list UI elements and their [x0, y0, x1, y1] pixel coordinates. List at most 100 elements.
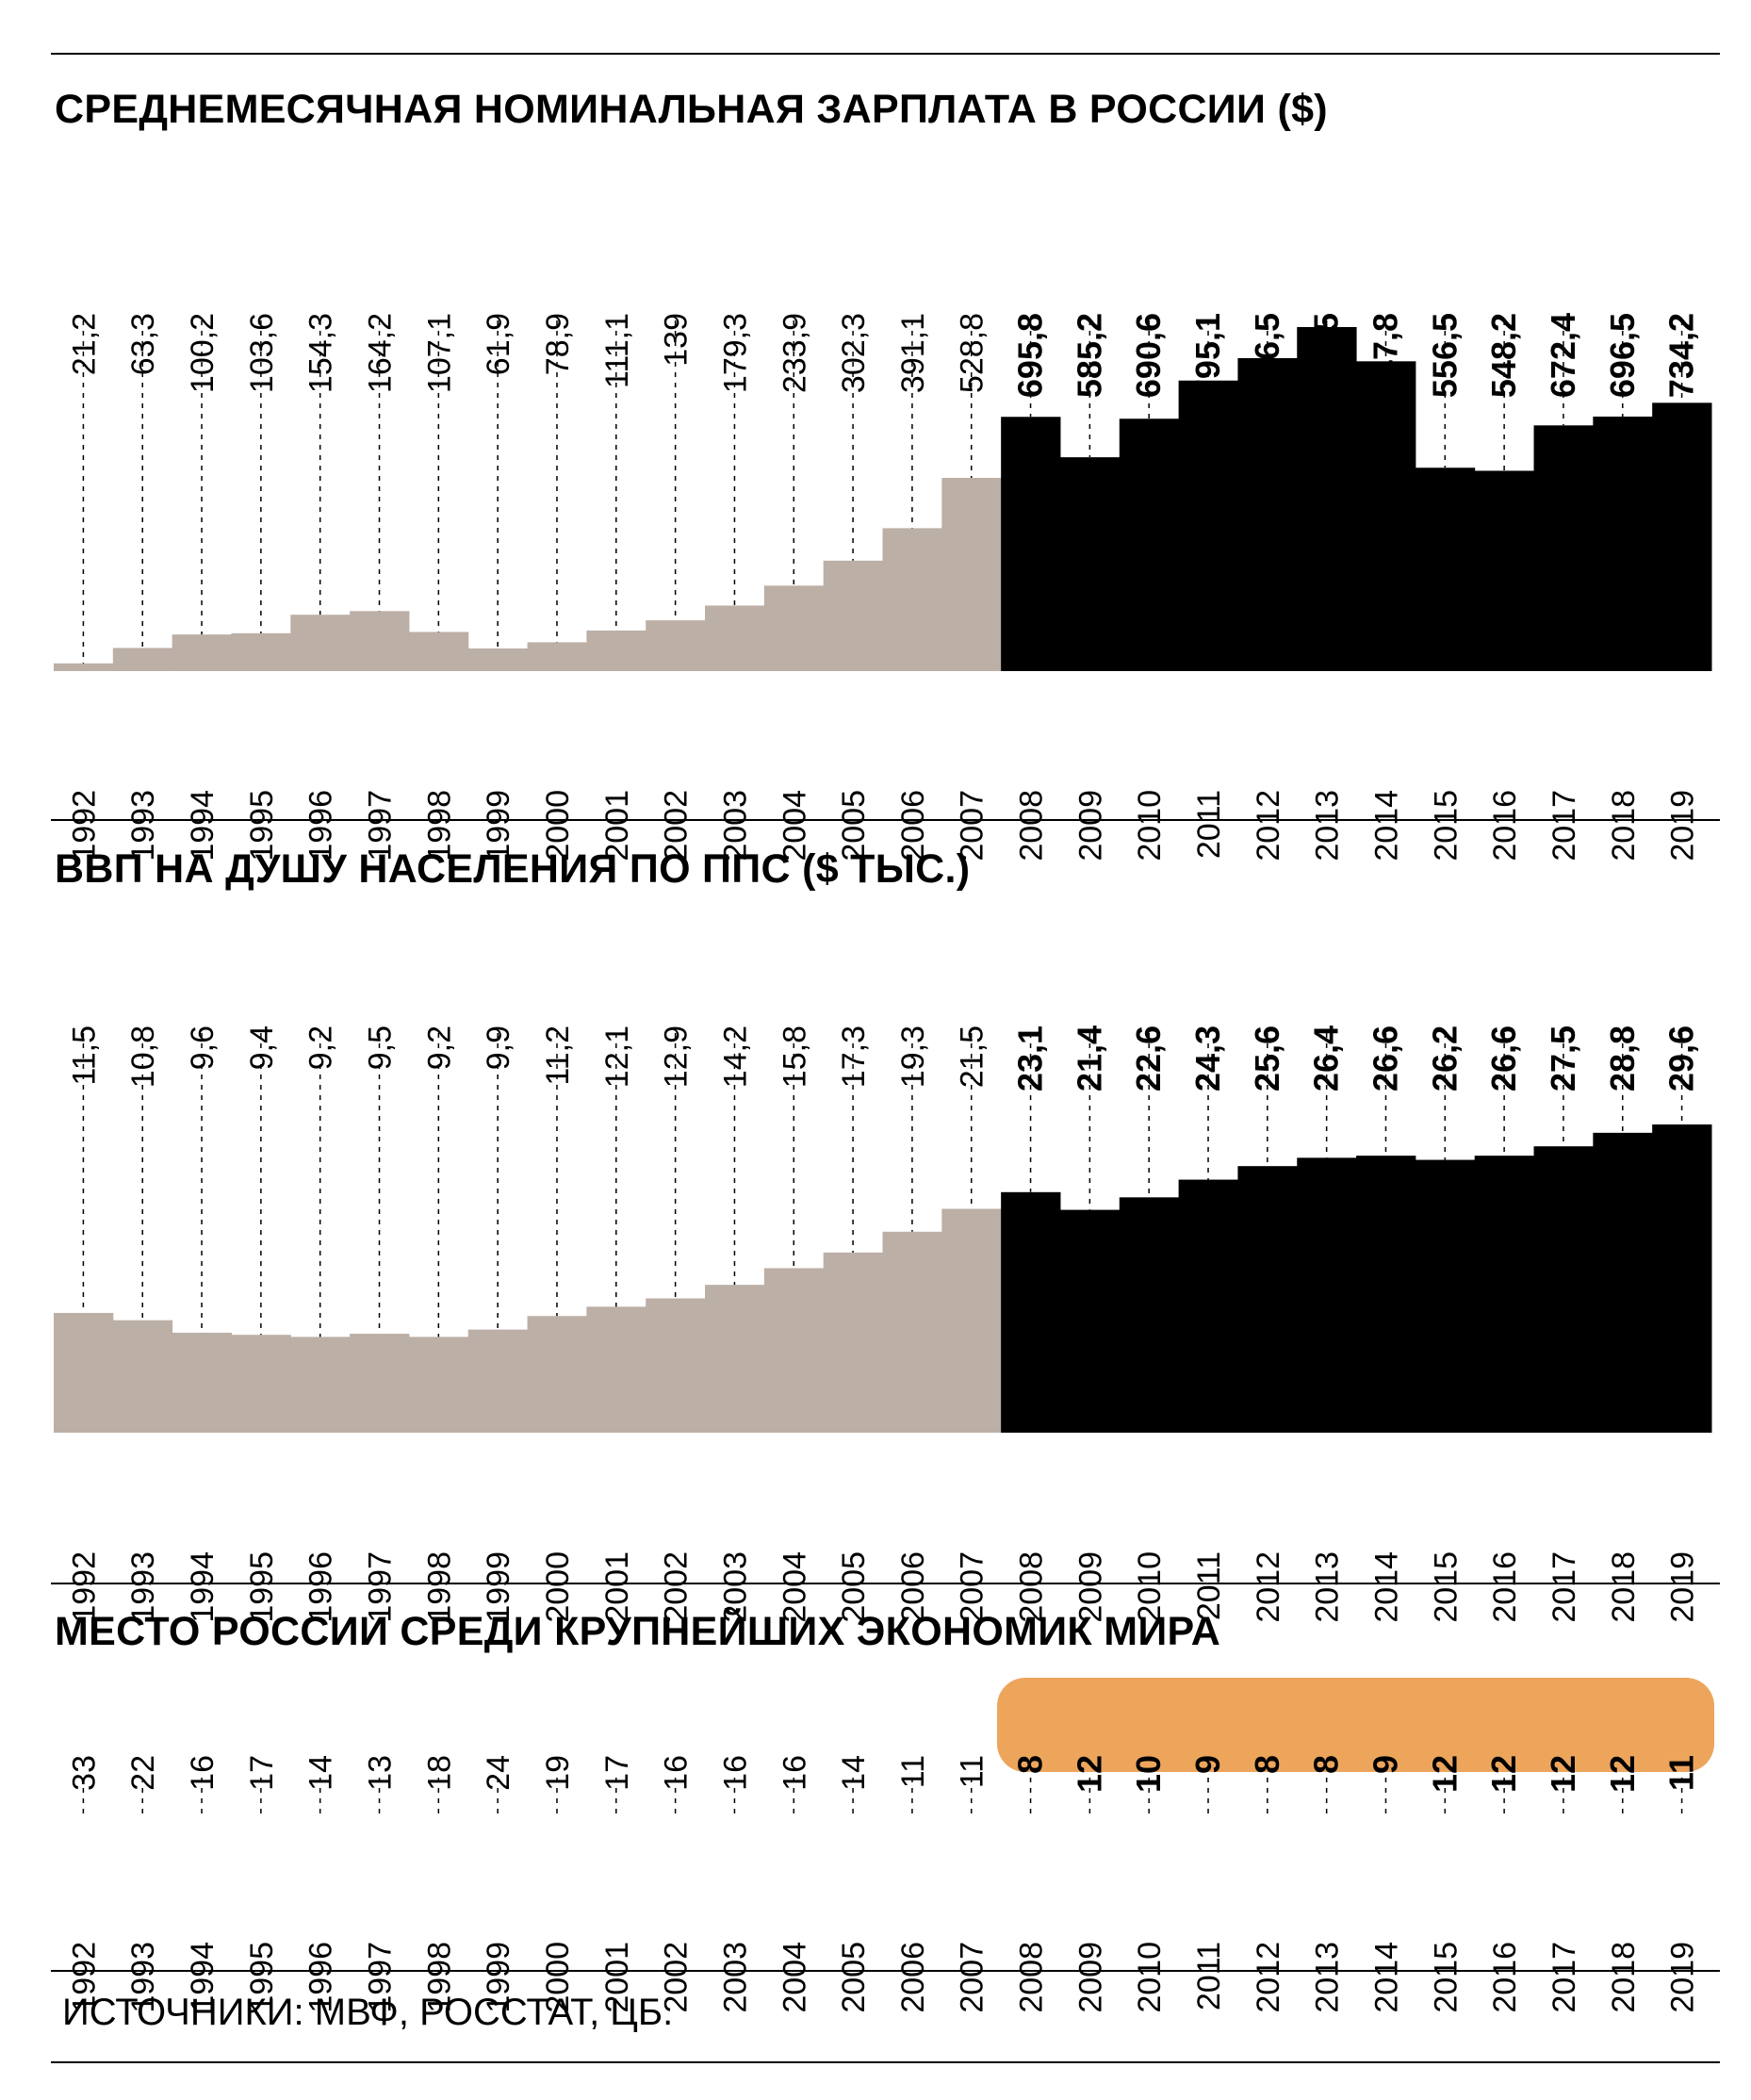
year-label: 1998 [421, 1551, 457, 1623]
rank-label: 17 [599, 1755, 635, 1791]
value-label: 795,1 [1188, 313, 1227, 398]
value-label: 11,5 [66, 1025, 102, 1086]
value-label: 26,6 [1366, 1025, 1404, 1091]
value-label: 672,4 [1544, 313, 1582, 398]
year-label: 2011 [1191, 790, 1227, 859]
bar-1999 [467, 1329, 529, 1433]
rank-label: 16 [717, 1755, 753, 1791]
value-label: 9,2 [303, 1025, 339, 1070]
value-label: 164,2 [363, 313, 399, 393]
bar-2009 [1059, 457, 1121, 671]
value-label: 391,1 [895, 313, 931, 393]
year-label: 2004 [777, 1551, 812, 1623]
rank-label: 12 [1484, 1755, 1523, 1793]
bar-2000 [527, 1316, 587, 1433]
bar-2009 [1059, 1209, 1121, 1433]
year-label: 2015 [1428, 1942, 1464, 2013]
year-label: 2009 [1072, 1551, 1108, 1623]
rank-label: 12 [1544, 1755, 1582, 1793]
year-label: 2001 [599, 1942, 635, 2013]
bar-1995 [231, 632, 291, 671]
bar-2000 [527, 642, 587, 671]
rank-label: 9 [1366, 1755, 1404, 1774]
bar-2006 [882, 1231, 942, 1433]
year-label: 2012 [1251, 790, 1286, 861]
bar-2006 [882, 528, 942, 671]
bar-1993 [112, 1320, 173, 1433]
value-label: 696,5 [1603, 313, 1642, 398]
year-label: 2016 [1487, 1942, 1523, 2013]
year-label: 2001 [599, 790, 635, 861]
bar-2004 [763, 585, 825, 671]
value-label: 179,3 [717, 313, 753, 393]
year-label: 2012 [1251, 1551, 1286, 1623]
value-label: 21,2 [66, 313, 102, 375]
value-label: 22,6 [1129, 1025, 1168, 1091]
year-label: 2015 [1428, 1551, 1464, 1623]
value-label: 12,9 [659, 1025, 695, 1088]
bar-2017 [1533, 425, 1594, 671]
year-label: 1997 [363, 790, 399, 861]
value-label: 26,6 [1484, 1025, 1523, 1091]
bar-1995 [231, 1335, 291, 1433]
bar-2005 [823, 1252, 883, 1433]
value-label: 14,2 [717, 1025, 753, 1088]
year-label: 2018 [1606, 790, 1642, 861]
year-label: 1994 [185, 1942, 221, 2013]
year-label: 1993 [125, 1942, 161, 2013]
bar-2002 [646, 1298, 706, 1433]
year-label: 1998 [421, 1942, 457, 2013]
value-label: 26,4 [1307, 1025, 1346, 1091]
value-label: 302,3 [836, 313, 872, 393]
year-label: 2007 [955, 1551, 990, 1623]
value-label: 9,9 [481, 1025, 516, 1070]
value-label: 15,8 [777, 1025, 812, 1088]
bar-1994 [172, 1332, 232, 1433]
rank-label: 10 [1129, 1755, 1168, 1793]
year-label: 2019 [1665, 1551, 1701, 1623]
rank-label: 24 [481, 1755, 516, 1791]
value-label: 548,2 [1484, 313, 1523, 398]
source-note: ИСТОЧНИКИ: МВФ, РОССТАТ, ЦБ. [62, 1992, 674, 2033]
rank-label: 14 [303, 1755, 339, 1791]
rank-label: 16 [777, 1755, 812, 1791]
year-label: 2014 [1368, 1942, 1404, 2013]
bar-2017 [1533, 1146, 1594, 1433]
year-label: 1999 [481, 1942, 516, 2013]
value-label: 9,5 [363, 1025, 399, 1070]
year-label: 2010 [1132, 790, 1168, 861]
year-label: 2013 [1310, 1551, 1346, 1623]
year-label: 1992 [66, 1551, 102, 1623]
value-label: 63,3 [125, 313, 161, 375]
bar-2018 [1593, 416, 1653, 671]
rank-label: 11 [955, 1755, 990, 1788]
value-label: 27,5 [1544, 1025, 1582, 1091]
bar-2016 [1474, 470, 1535, 671]
value-label: 29,6 [1662, 1025, 1701, 1091]
rank-label: 16 [185, 1755, 221, 1791]
value-label: 556,5 [1425, 313, 1464, 398]
year-label: 1994 [185, 790, 221, 861]
bar-1998 [408, 632, 469, 671]
year-label: 2013 [1310, 790, 1346, 861]
bar-2007 [941, 477, 1002, 671]
year-label: 1993 [125, 1551, 161, 1623]
year-label: 1998 [421, 790, 457, 861]
value-label: 10,8 [125, 1025, 161, 1088]
year-label: 2004 [777, 790, 812, 861]
value-label: 61,9 [481, 313, 516, 375]
bar-2019 [1652, 402, 1712, 671]
bar-2019 [1652, 1124, 1712, 1433]
year-label: 1992 [66, 790, 102, 861]
rank-chart-title: МЕСТО РОССИИ СРЕДИ КРУПНЕЙШИХ ЭКОНОМИК М… [55, 1609, 1221, 1654]
year-label: 2006 [895, 1551, 931, 1623]
value-label: 26,2 [1425, 1025, 1464, 1091]
year-label: 2019 [1665, 1942, 1701, 2013]
year-label: 2013 [1310, 1942, 1346, 2013]
year-label: 2006 [895, 790, 931, 861]
year-label: 2018 [1606, 1551, 1642, 1623]
year-label: 2019 [1665, 790, 1701, 861]
year-label: 1996 [303, 1551, 339, 1623]
value-label: 17,3 [836, 1025, 872, 1088]
value-label: 856,5 [1248, 313, 1286, 398]
